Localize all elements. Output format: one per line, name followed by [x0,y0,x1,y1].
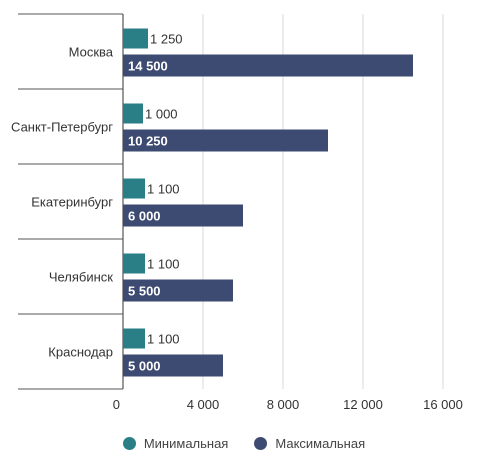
bar-maximum [123,129,328,152]
data-label-maximum: 10 250 [128,134,168,149]
legend-label-maximum: Максимальная [275,436,366,451]
bar-minimum [123,178,145,199]
data-label-maximum: 5 500 [128,284,161,299]
bar-maximum [123,279,233,302]
chart-legend: Минимальная Максимальная [0,436,488,451]
legend-item-minimum: Минимальная [122,436,229,451]
data-label-maximum: 14 500 [128,59,168,74]
data-label-maximum: 5 000 [128,359,161,374]
bar-maximum [123,54,413,77]
legend-item-maximum: Максимальная [254,436,365,451]
x-tick-label: 0 [113,397,120,412]
x-tick-label: 12 000 [343,397,383,412]
category-label: Челябинск [49,270,113,285]
x-tick-label: 4 000 [187,397,220,412]
bar-minimum [123,253,145,274]
legend-swatch-minimum [122,437,136,450]
data-label-minimum: 1 100 [147,332,180,347]
legend-swatch-maximum [254,437,268,450]
category-label: Москва [69,45,114,60]
data-label-minimum: 1 250 [150,32,183,47]
bar-minimum [123,328,145,349]
x-tick-label: 8 000 [267,397,300,412]
chart-plot: Москва 1 250 14 500 Санкт-Петербург 1 000 10 … [11,13,463,412]
bar-minimum [123,103,143,124]
category-label: Санкт-Петербург [11,120,113,135]
x-tick-label: 16 000 [423,397,463,412]
bar-maximum [123,204,243,227]
category-label: Краснодар [48,345,113,360]
legend-label-minimum: Минимальная [143,436,229,451]
category-label: Екатеринбург [31,195,113,210]
data-label-minimum: 1 100 [147,257,180,272]
data-label-maximum: 6 000 [128,209,161,224]
data-label-minimum: 1 000 [145,107,178,122]
data-label-minimum: 1 100 [147,182,180,197]
bar-minimum [123,28,148,49]
bar-maximum [123,354,223,377]
